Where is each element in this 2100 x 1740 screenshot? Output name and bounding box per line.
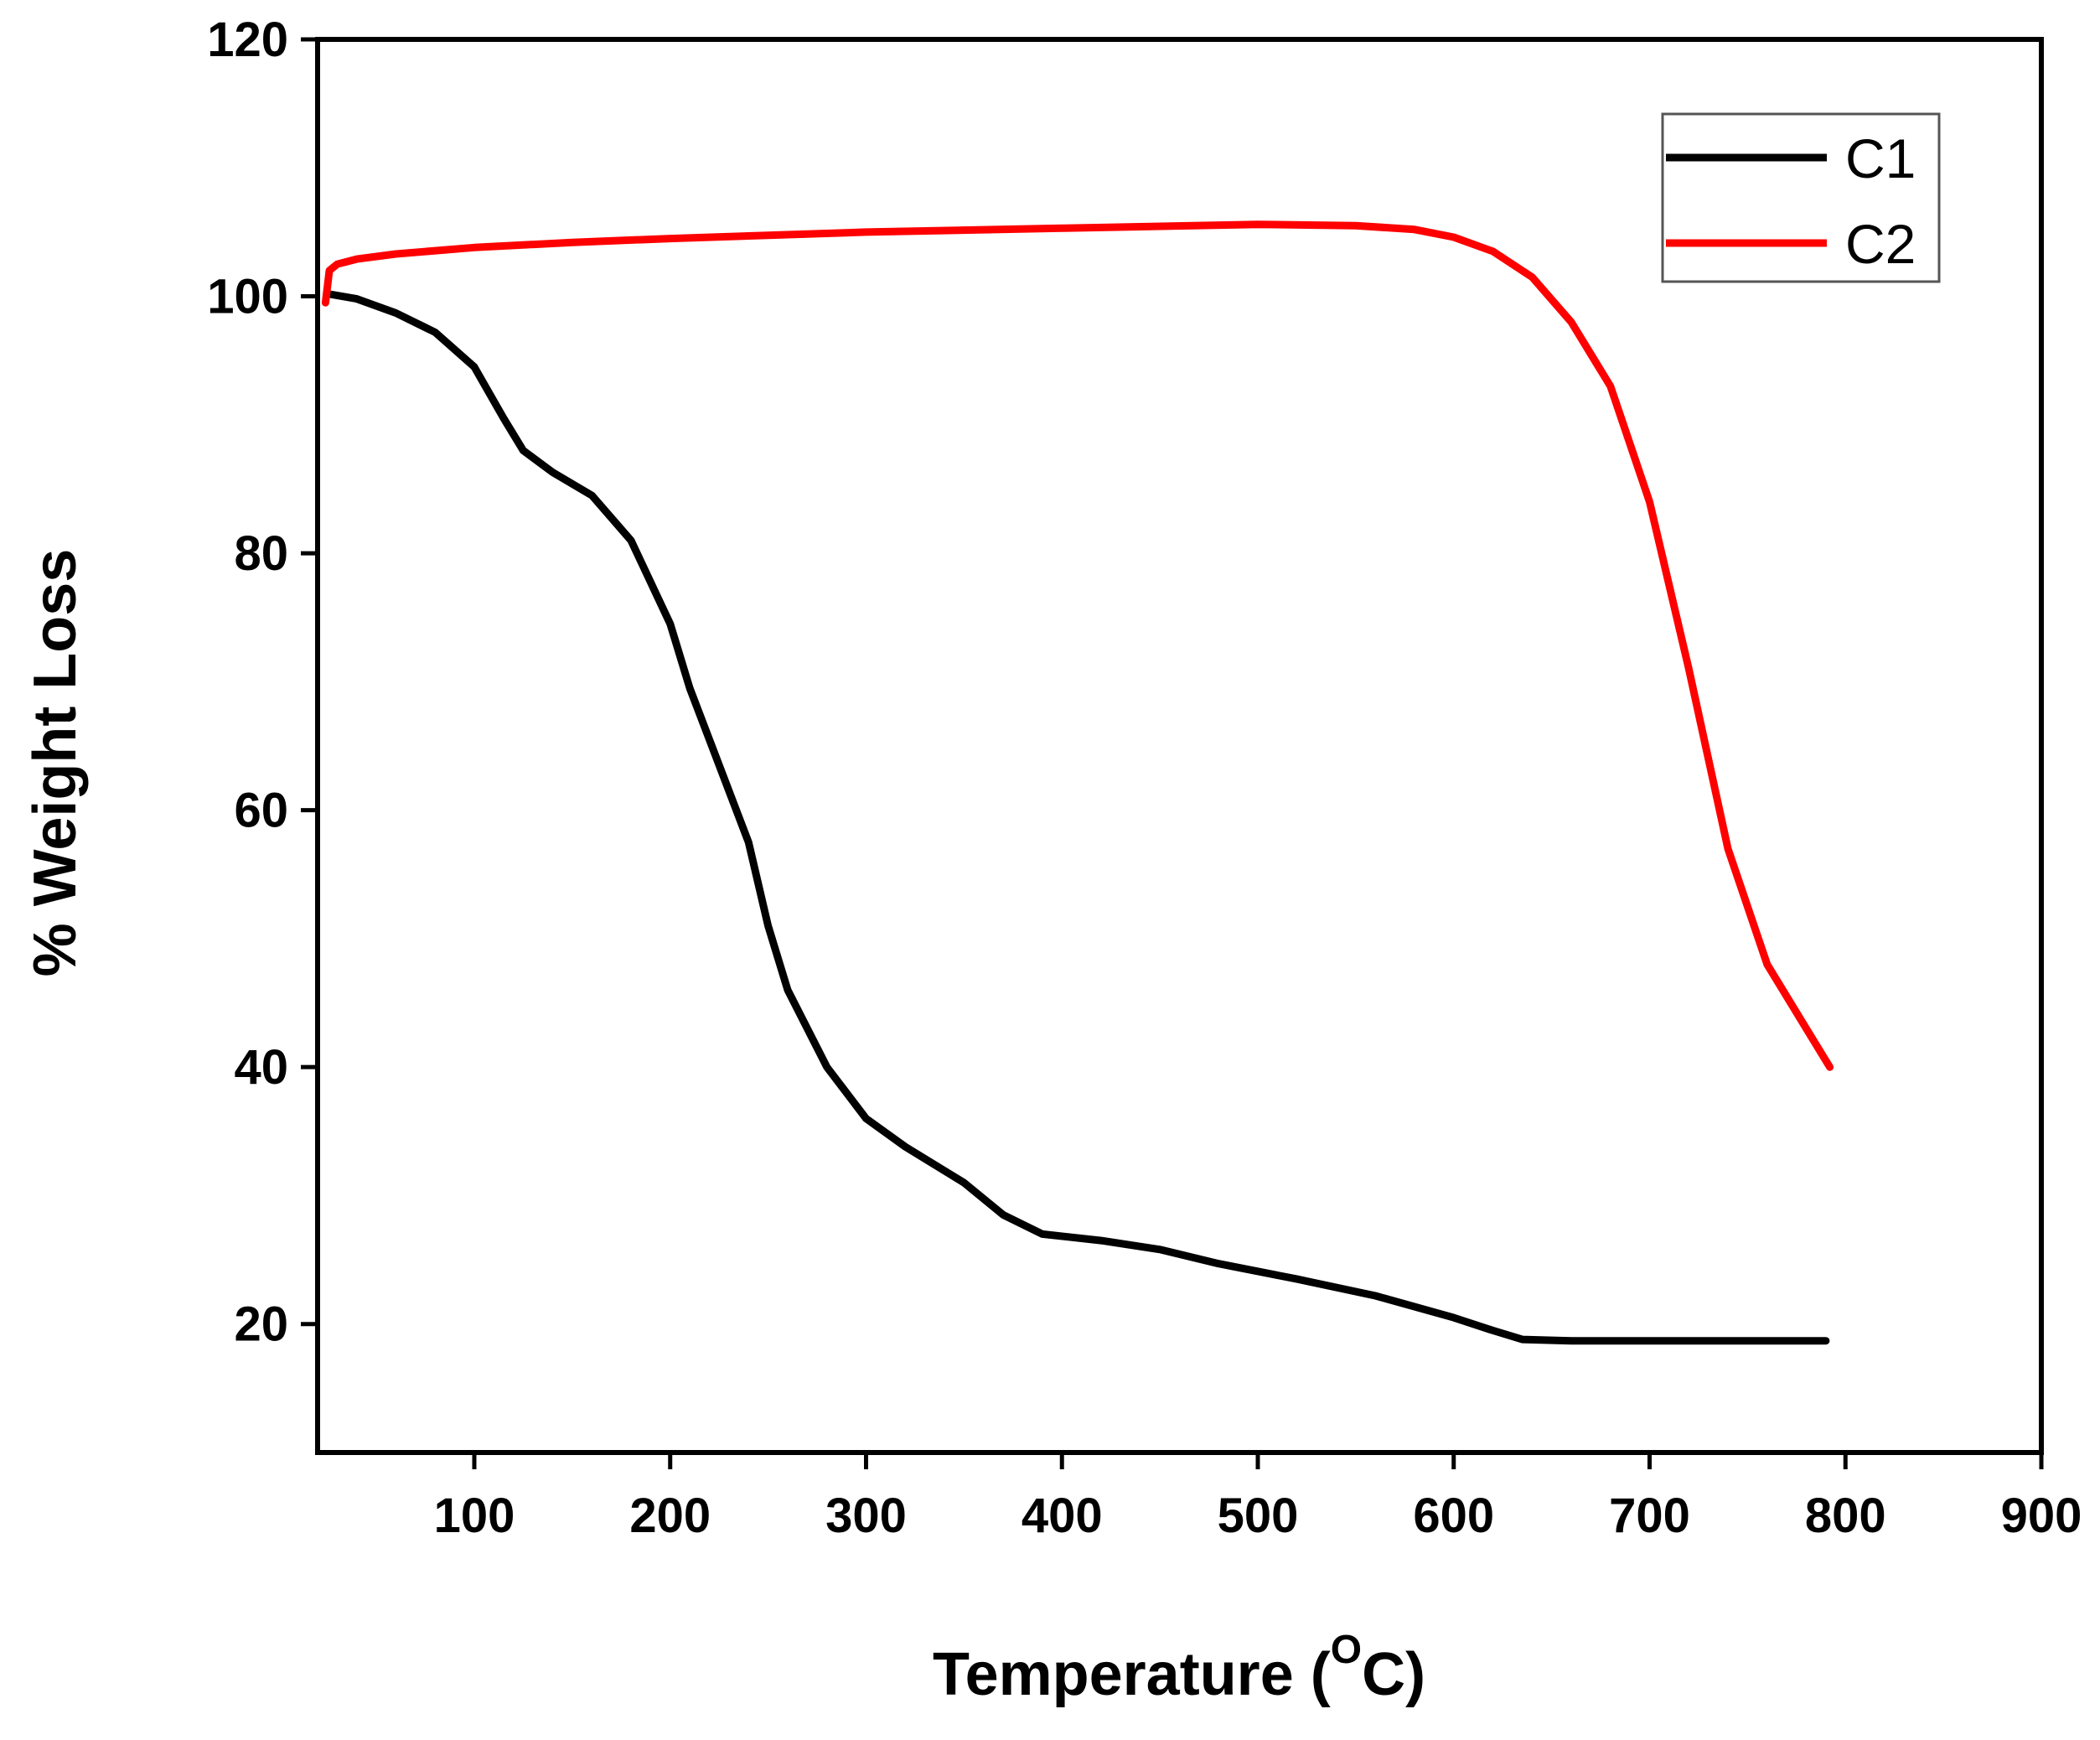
x-axis-ticks: 100 200 300 400 500 600 700 800 900 — [434, 1453, 2082, 1543]
x-tick-label: 900 — [2001, 1489, 2082, 1543]
x-tick-label: 200 — [629, 1489, 711, 1543]
y-tick-label: 100 — [207, 270, 288, 324]
y-tick-label: 60 — [234, 784, 288, 838]
series-layer — [321, 220, 1834, 1345]
legend-label-c1: C1 — [1845, 127, 1916, 189]
y-axis-ticks: 20 40 60 80 100 120 — [207, 13, 318, 1352]
legend-label-c2: C2 — [1845, 213, 1916, 275]
x-tick-label: 600 — [1413, 1489, 1494, 1543]
y-tick-label: 40 — [234, 1040, 288, 1095]
legend: C1 C2 — [1661, 112, 1941, 283]
legend-box — [1661, 112, 1941, 283]
x-tick-label: 400 — [1022, 1489, 1103, 1543]
y-tick-label: 20 — [234, 1297, 288, 1352]
x-tick-label: 300 — [825, 1489, 907, 1543]
y-axis-title: % Weight Loss — [22, 549, 89, 977]
y-tick-label: 120 — [207, 13, 288, 67]
y-tick-label: 80 — [234, 526, 288, 581]
plot-frame — [315, 37, 2044, 1455]
x-tick-label: 500 — [1218, 1489, 1299, 1543]
x-tick-label: 800 — [1805, 1489, 1886, 1543]
series-line-c2 — [321, 220, 1834, 1071]
series-line-c1 — [323, 290, 1830, 1345]
x-axis-title: Temperature (OC) — [933, 1628, 1425, 1708]
x-tick-label: 100 — [434, 1489, 515, 1543]
x-tick-label: 700 — [1609, 1489, 1690, 1543]
